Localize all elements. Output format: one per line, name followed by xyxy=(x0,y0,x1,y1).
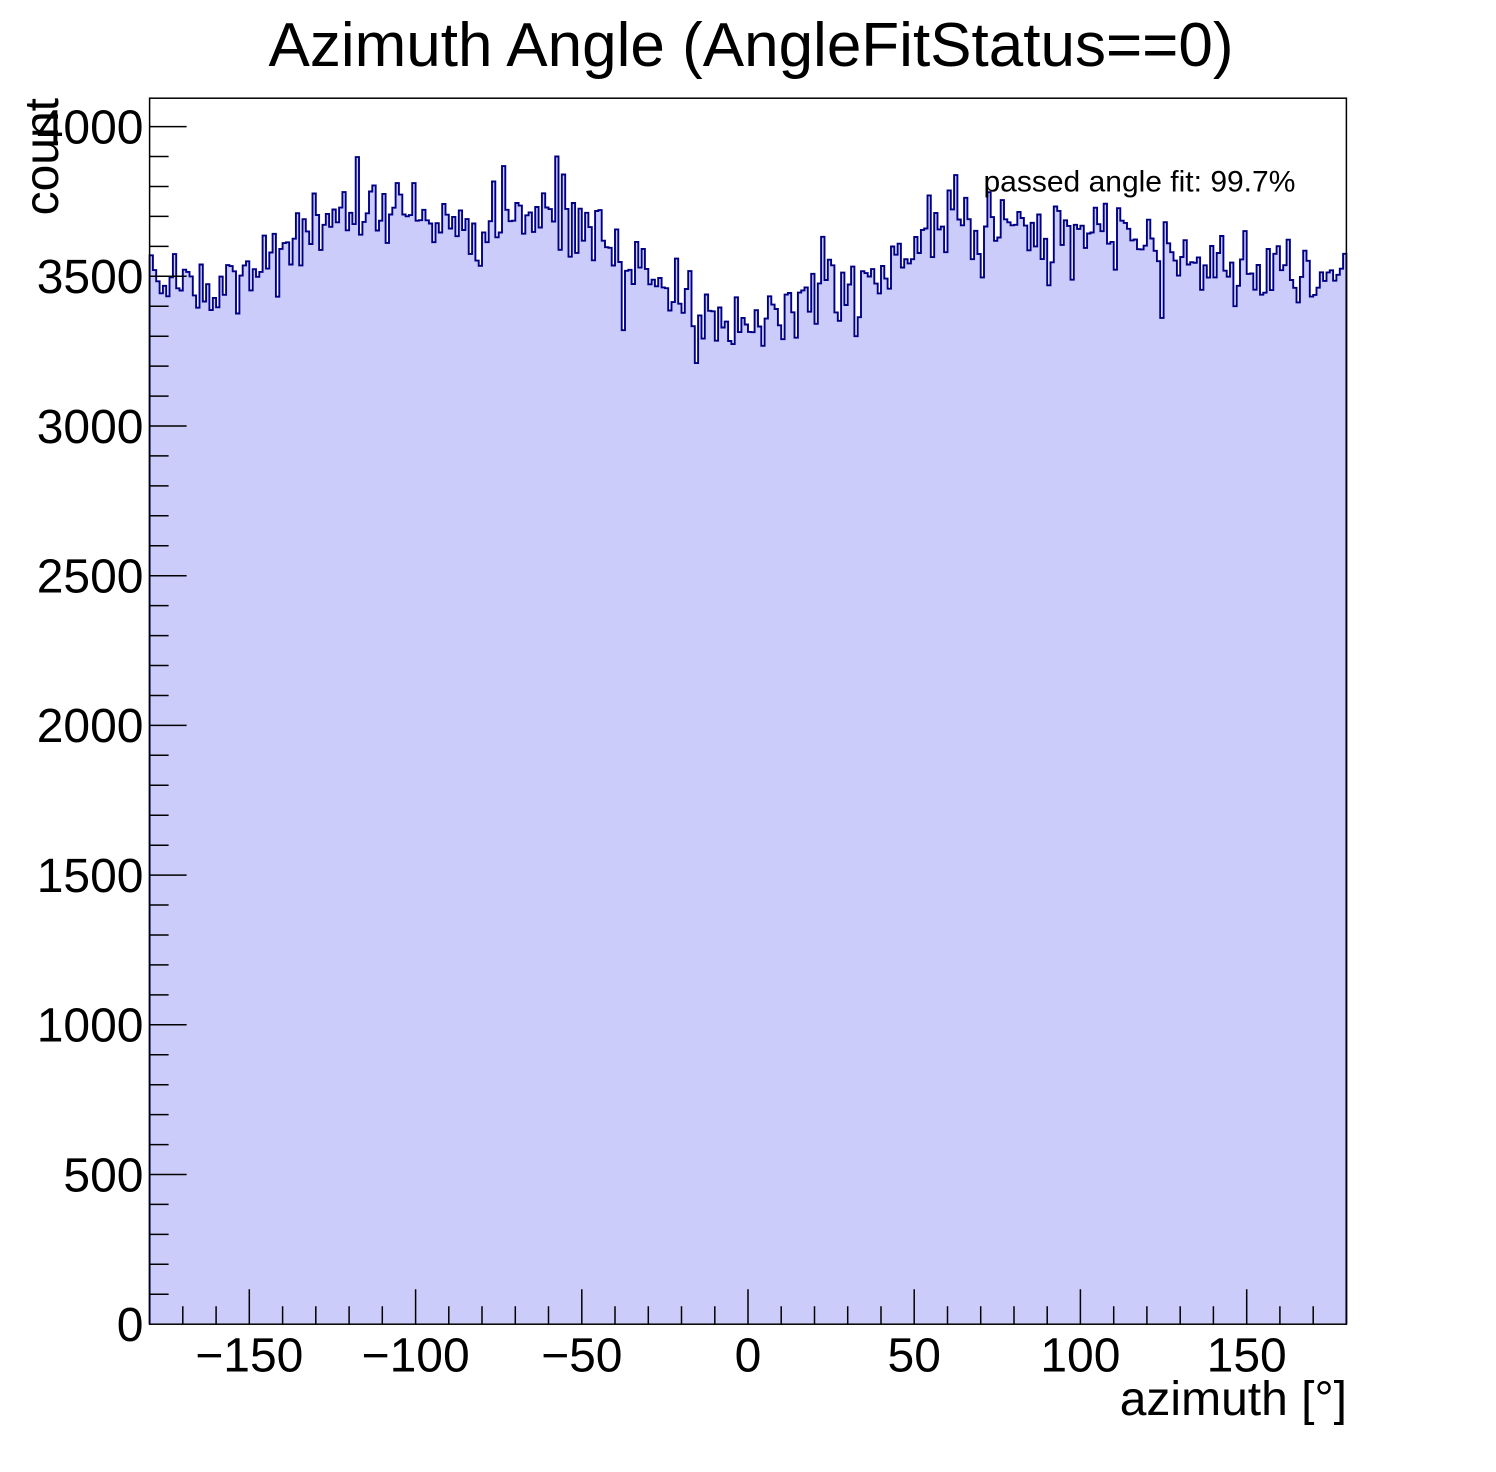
svg-text:−150: −150 xyxy=(195,1330,303,1383)
svg-text:azimuth [°]: azimuth [°] xyxy=(1120,1373,1347,1426)
svg-text:500: 500 xyxy=(63,1149,143,1202)
svg-text:−100: −100 xyxy=(362,1330,470,1383)
svg-text:passed angle fit: 99.7%: passed angle fit: 99.7% xyxy=(984,166,1296,199)
svg-text:2500: 2500 xyxy=(37,551,144,604)
svg-text:0: 0 xyxy=(117,1299,144,1352)
svg-text:3500: 3500 xyxy=(37,251,144,304)
svg-text:1500: 1500 xyxy=(37,850,144,903)
svg-text:4000: 4000 xyxy=(37,101,144,154)
svg-text:0: 0 xyxy=(735,1330,762,1383)
svg-text:2000: 2000 xyxy=(37,700,144,753)
svg-text:count: count xyxy=(16,98,69,215)
svg-text:Azimuth Angle (AngleFitStatus=: Azimuth Angle (AngleFitStatus==0) xyxy=(269,11,1234,80)
svg-text:150: 150 xyxy=(1207,1330,1287,1383)
svg-text:100: 100 xyxy=(1040,1330,1120,1383)
svg-text:1000: 1000 xyxy=(37,1000,144,1053)
svg-text:−50: −50 xyxy=(541,1330,622,1383)
svg-text:50: 50 xyxy=(888,1330,941,1383)
svg-text:3000: 3000 xyxy=(37,401,144,454)
